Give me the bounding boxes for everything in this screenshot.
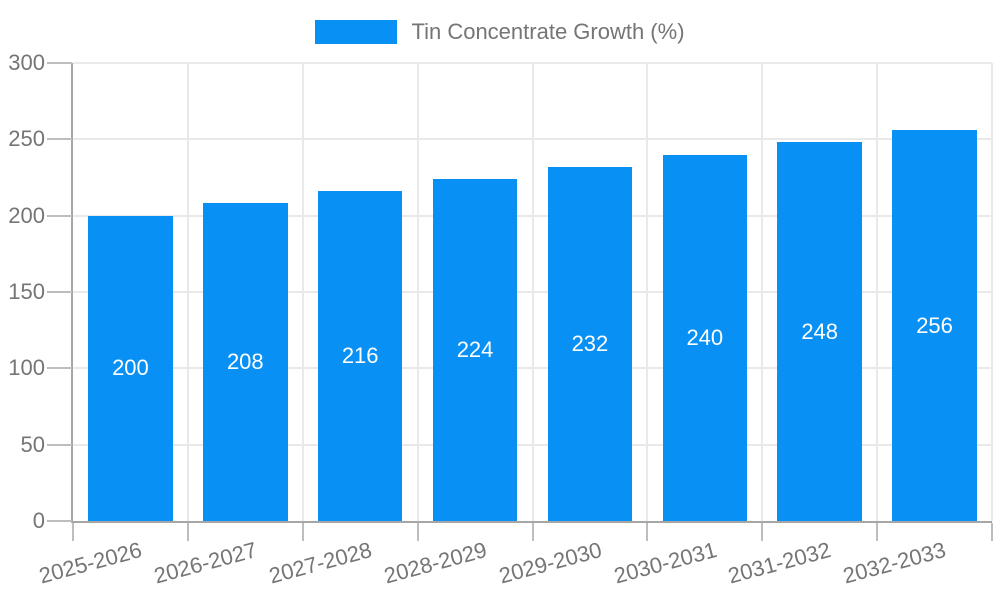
x-tick-label: 2026-2027 bbox=[151, 537, 260, 589]
x-tick-mark bbox=[531, 523, 534, 541]
y-tick-label: 100 bbox=[8, 355, 45, 381]
x-gridline bbox=[186, 63, 189, 521]
bar-value-label: 224 bbox=[456, 337, 494, 363]
x-tick-label: 2030-2031 bbox=[610, 537, 720, 589]
bar-value-label: 200 bbox=[112, 355, 149, 381]
y-tick-label: 50 bbox=[20, 431, 45, 457]
bar[interactable]: 208 bbox=[203, 203, 288, 521]
y-tick-mark bbox=[47, 138, 72, 141]
x-gridline bbox=[531, 63, 534, 521]
x-tick-mark bbox=[761, 523, 764, 541]
x-tick-mark bbox=[416, 523, 419, 541]
x-tick-mark bbox=[646, 523, 649, 541]
y-tick-mark bbox=[47, 291, 72, 293]
plot-area: 200 208 216 224 232 240 248 256 bbox=[73, 62, 993, 521]
x-gridline bbox=[876, 63, 879, 521]
x-gridline bbox=[991, 63, 993, 521]
x-gridline bbox=[761, 63, 764, 521]
chart-legend[interactable]: Tin Concentrate Growth (%) bbox=[0, 19, 1000, 45]
x-tick-mark bbox=[991, 523, 993, 541]
bar[interactable]: 216 bbox=[317, 191, 403, 521]
bar-value-label: 256 bbox=[916, 312, 953, 338]
y-tick-label: 150 bbox=[8, 279, 45, 304]
y-tick-label: 250 bbox=[8, 126, 45, 152]
x-tick-mark bbox=[876, 523, 879, 541]
bar-value-label: 232 bbox=[571, 330, 609, 356]
y-tick-mark bbox=[47, 520, 72, 522]
legend-label: Tin Concentrate Growth (%) bbox=[411, 19, 685, 44]
y-axis-line bbox=[71, 63, 73, 523]
bar-value-label: 216 bbox=[341, 343, 379, 369]
y-tick-label: 0 bbox=[32, 508, 45, 533]
x-tick-label: 2031-2032 bbox=[725, 537, 834, 589]
y-tick-mark bbox=[47, 214, 72, 217]
bar[interactable]: 256 bbox=[892, 130, 977, 521]
y-tick-mark bbox=[47, 62, 72, 64]
y-tick-label: 200 bbox=[8, 202, 45, 228]
x-tick-mark bbox=[186, 523, 189, 541]
x-gridline bbox=[301, 63, 304, 521]
x-tick-label: 2027-2028 bbox=[266, 537, 375, 589]
bar[interactable]: 232 bbox=[547, 166, 633, 521]
bar[interactable]: 240 bbox=[662, 154, 747, 521]
x-tick-mark bbox=[72, 523, 74, 541]
bar-value-label: 208 bbox=[226, 349, 264, 375]
y-tick-label: 300 bbox=[8, 50, 45, 75]
legend-swatch bbox=[315, 20, 398, 44]
bar[interactable]: 200 bbox=[88, 215, 173, 521]
x-gridline bbox=[416, 63, 419, 521]
bar-value-label: 240 bbox=[686, 324, 724, 350]
bar[interactable]: 224 bbox=[432, 179, 518, 521]
x-axis-line bbox=[71, 521, 992, 523]
bar-value-label: 248 bbox=[801, 318, 839, 344]
x-tick-label: 2029-2030 bbox=[496, 537, 605, 589]
y-tick-mark bbox=[47, 367, 72, 370]
x-tick-label: 2025-2026 bbox=[36, 537, 145, 589]
x-tick-label: 2028-2029 bbox=[381, 537, 490, 589]
x-tick-mark bbox=[301, 523, 304, 541]
x-tick-label: 2032-2033 bbox=[840, 537, 949, 589]
y-tick-mark bbox=[47, 443, 72, 446]
bar[interactable]: 248 bbox=[777, 142, 862, 521]
x-gridline bbox=[646, 63, 649, 521]
